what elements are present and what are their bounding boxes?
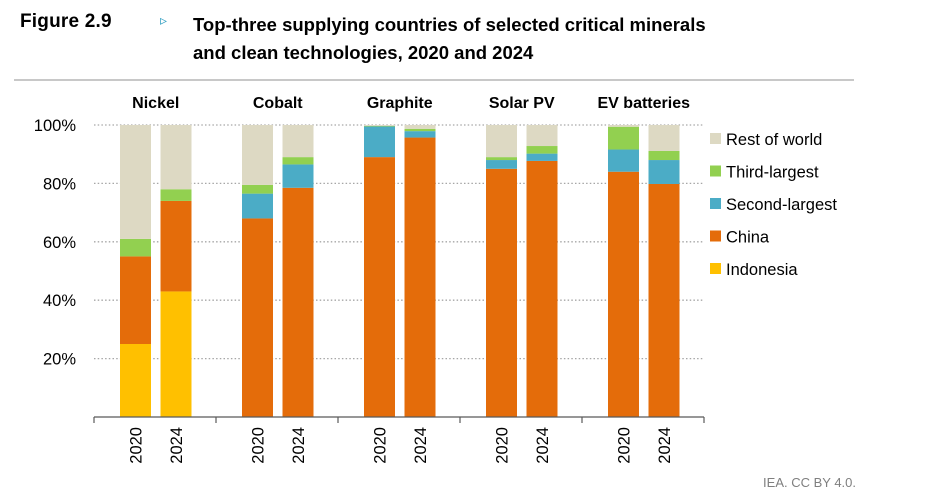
y-tick-label: 40% [43,292,76,310]
x-tick-label: 2020 [372,427,390,464]
title-divider [14,79,854,81]
bar-segment-china [404,137,436,417]
bar-segment-rest-of-world [282,125,314,158]
group-label: Solar PV [489,95,555,112]
legend-label: Third-largest [726,164,819,182]
bar-segment-rest-of-world [608,125,639,127]
group-label: EV batteries [598,95,691,112]
bar-stack [486,125,517,417]
bar-segment-rest-of-world [160,125,192,190]
bar-segment-second-largest [608,149,639,172]
x-tick-label: 2024 [656,427,674,464]
x-axis: 2020 2024 2020 2024 2020 2024 2020 2024 2020 2024 [93,416,705,464]
bar-segment-china [160,200,192,292]
bar-segment-second-largest [648,160,680,184]
y-tick-label: 60% [43,234,76,252]
bar-segment-rest-of-world [404,125,436,129]
bar-stack [242,125,273,417]
legend-item: Indonesia [710,261,798,279]
bar-segment-second-largest [364,126,395,158]
x-tick-label: 2020 [616,427,634,464]
bar-segment-second-largest [242,193,273,219]
legend-label: Rest of world [726,131,822,149]
legend-label: Second-largest [726,196,837,214]
bar-stack [404,125,436,417]
group-label: Nickel [132,95,179,112]
bar-stack [282,125,314,417]
chart-title: Top-three supplying countries of selecte… [193,11,833,67]
group-label: Graphite [367,95,433,112]
legend-item: China [710,229,770,247]
y-tick-label: 20% [43,351,76,369]
bar-segment-second-largest [282,164,314,188]
group-label: Cobalt [253,95,303,112]
bar-segment-china [526,160,558,417]
legend-item: Second-largest [710,196,837,214]
y-axis-tick-labels: 20% 40% 60% 80% 100% [34,117,77,369]
legend: Rest of world Third-largest Second-largest… [710,131,837,279]
x-tick-label: 2024 [412,427,430,464]
bar-stack [160,125,192,417]
figure-label: Figure 2.9 [20,11,112,32]
bar-segment-third-largest [282,157,314,165]
chart-title-line2: and clean technologies, 2020 and 2024 [193,42,534,63]
legend-swatch [710,133,721,144]
y-tick-label: 80% [43,175,76,193]
bar-segment-third-largest [364,125,395,127]
bar-segment-rest-of-world [242,125,273,185]
legend-swatch [710,198,721,209]
bar-segment-third-largest [526,146,558,154]
bar-segment-rest-of-world [526,125,558,147]
bar-stack [526,125,558,417]
bars [120,125,680,417]
legend-swatch [710,230,721,242]
bar-segment-china [486,168,517,417]
y-tick-label: 100% [34,117,77,135]
bar-stack [608,125,639,417]
x-tick-label: 2020 [494,427,512,464]
x-tick-label: 2020 [250,427,268,464]
bar-stack [648,125,680,417]
bar-segment-third-largest [648,150,680,161]
bar-segment-china [242,218,273,417]
bar-segment-china [282,187,314,417]
chart-title-line1: Top-three supplying countries of selecte… [193,14,706,35]
legend-item: Third-largest [710,164,819,182]
legend-item: Rest of world [710,131,822,149]
legend-label: Indonesia [726,261,798,279]
bar-segment-china [648,183,680,417]
legend-swatch [710,263,721,274]
bar-segment-third-largest [486,157,517,161]
bar-segment-rest-of-world [364,125,395,126]
bar-segment-rest-of-world [120,125,151,239]
bar-segment-third-largest [608,126,639,150]
legend-swatch [710,165,721,177]
bar-segment-rest-of-world [648,125,680,151]
x-tick-label: 2020 [128,427,146,464]
bar-stack [364,125,395,417]
bar-segment-china [608,171,639,417]
bar-stack [120,125,151,417]
figure-arrow-icon: ▹ [160,12,168,28]
bar-segment-china [120,256,151,344]
bar-segment-second-largest [404,131,436,138]
bar-segment-indonesia [160,291,192,417]
legend-label: China [726,229,770,247]
bar-segment-indonesia [120,344,151,417]
bar-segment-second-largest [486,160,517,169]
source-note: IEA. CC BY 4.0. [763,475,856,490]
group-labels: Nickel Cobalt Graphite Solar PV EV batteries [132,95,690,112]
bar-segment-third-largest [404,128,436,132]
x-tick-label: 2024 [534,427,552,464]
gridlines [94,124,704,360]
bar-segment-third-largest [160,189,192,201]
bar-segment-third-largest [242,184,273,194]
bar-segment-china [364,157,395,417]
bar-segment-third-largest [120,238,151,257]
x-tick-label: 2024 [290,427,308,464]
bar-segment-rest-of-world [486,125,517,158]
bar-segment-second-largest [526,153,558,161]
x-tick-label: 2024 [168,427,186,464]
